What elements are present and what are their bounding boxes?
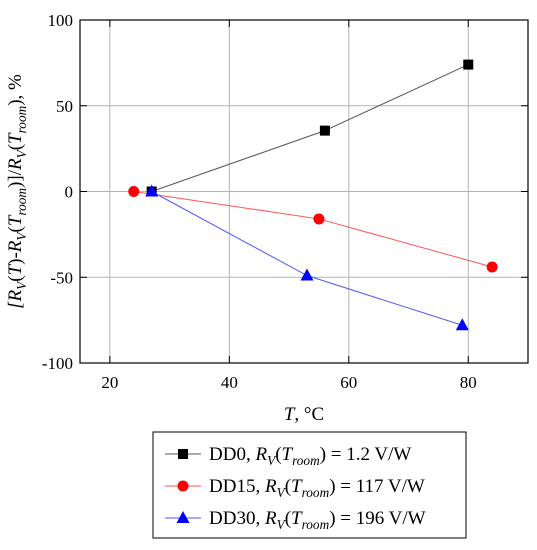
legend-label: DD0, RV(Troom) = 1.2 V/W	[209, 444, 411, 468]
y-axis-title: [RV(T)-RV(Troom)]/RV(Troom), %	[5, 74, 29, 309]
series-line-1	[151, 64, 469, 192]
legend-label: DD15, RV(Troom) = 117 V/W	[209, 476, 425, 500]
legend: DD0, RV(Troom) = 1.2 V/W DD15, RV(Troom) …	[152, 431, 467, 539]
series-markers	[128, 59, 498, 331]
y-tick-label: -50	[50, 268, 73, 287]
y-tick-label: 100	[48, 11, 74, 30]
series-line-3	[151, 191, 463, 326]
legend-marker-circle	[177, 480, 189, 492]
data-point-triangle	[455, 318, 469, 331]
series-line-2	[133, 191, 493, 268]
x-tick-label: 60	[340, 373, 357, 392]
legend-marker-square	[178, 449, 188, 459]
y-tick-label: 0	[65, 183, 74, 202]
data-point-circle	[313, 213, 325, 225]
legend-box	[152, 431, 467, 539]
data-point-circle	[128, 186, 140, 197]
data-point-triangle	[145, 184, 159, 197]
data-point-square	[463, 59, 474, 70]
legend-label: DD30, RV(Troom) = 196 V/W	[209, 508, 426, 532]
data-point-square	[319, 125, 330, 136]
x-tick-label: 20	[101, 373, 118, 392]
data-point-circle	[486, 261, 498, 273]
y-tick-label: -100	[42, 354, 73, 373]
data-point-triangle	[300, 268, 314, 281]
x-tick-label: 40	[221, 373, 238, 392]
series-lines	[133, 64, 493, 326]
x-tick-label: 80	[460, 373, 477, 392]
axis-ticks: 20 40 60 80 -100 -50 0 50 100	[42, 11, 528, 392]
x-axis-title: T, °C	[284, 404, 324, 425]
legend-marker-triangle	[176, 511, 190, 523]
y-tick-label: 50	[56, 97, 73, 116]
